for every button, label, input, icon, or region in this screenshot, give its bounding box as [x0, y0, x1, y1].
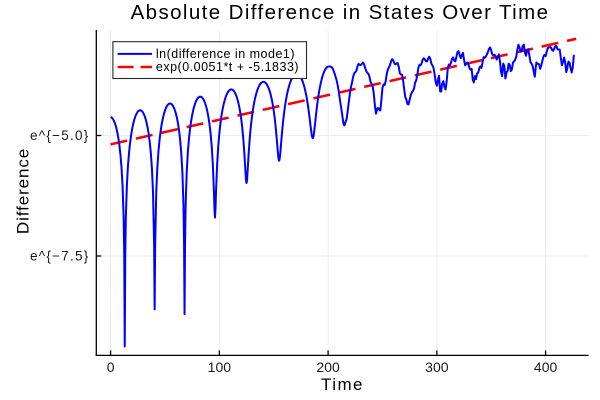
svg-text:Difference: Difference	[13, 148, 32, 234]
svg-text:ln(difference in mode1): ln(difference in mode1)	[156, 47, 295, 61]
svg-text:e^{−7.5}: e^{−7.5}	[30, 249, 90, 264]
svg-text:100: 100	[208, 359, 232, 375]
svg-text:200: 200	[316, 359, 340, 375]
svg-text:0: 0	[107, 359, 115, 375]
svg-text:300: 300	[425, 359, 449, 375]
svg-text:Time: Time	[321, 375, 364, 394]
svg-text:Absolute Difference in States: Absolute Difference in States Over Time	[131, 1, 550, 24]
svg-text:400: 400	[534, 359, 558, 375]
svg-text:e^{−5.0}: e^{−5.0}	[30, 128, 90, 143]
svg-text:exp(0.0051*t + -5.1833): exp(0.0051*t + -5.1833)	[156, 60, 299, 74]
